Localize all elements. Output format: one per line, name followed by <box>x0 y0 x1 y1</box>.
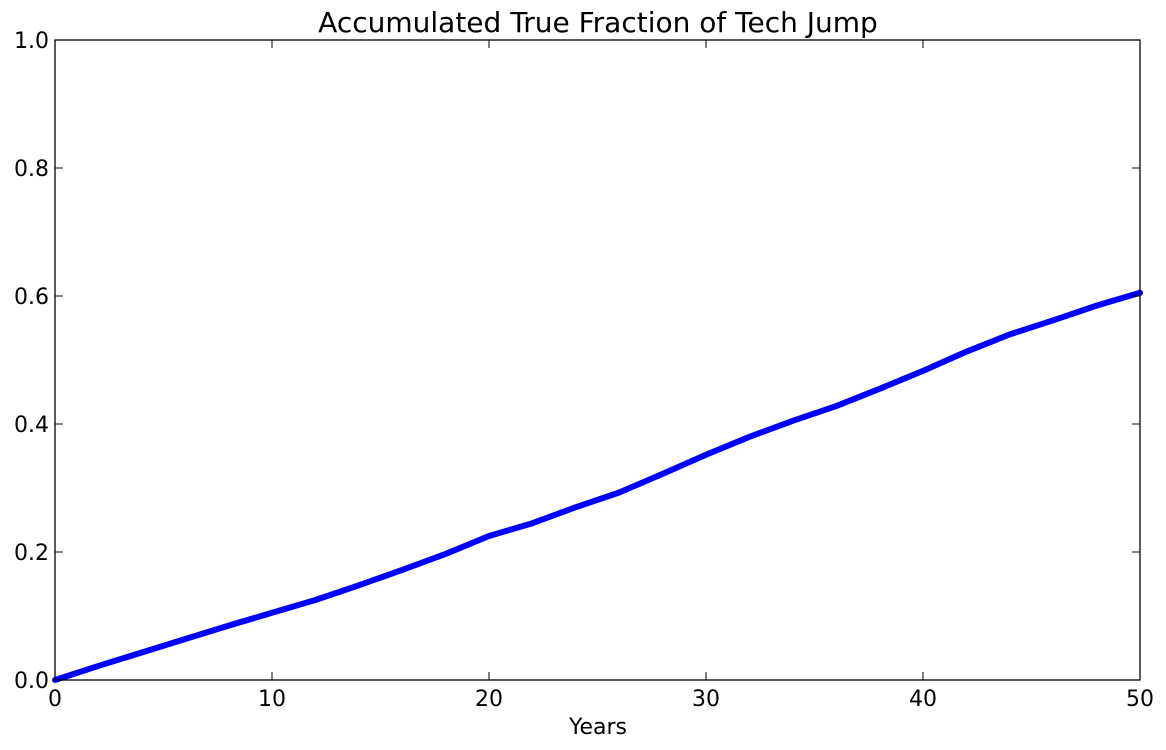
y-tick-label: 1.0 <box>14 29 49 54</box>
x-axis-label: Years <box>568 715 627 740</box>
x-tick-label: 10 <box>258 687 286 712</box>
x-tick-label: 40 <box>909 687 937 712</box>
x-tick-label: 20 <box>475 687 503 712</box>
chart-title: Accumulated True Fraction of Tech Jump <box>318 6 878 39</box>
x-tick-label: 30 <box>692 687 720 712</box>
y-tick-label: 0.2 <box>14 541 49 566</box>
y-tick-label: 0.4 <box>14 413 49 438</box>
y-tick-label: 0.0 <box>14 669 49 694</box>
y-tick-label: 0.8 <box>14 157 49 182</box>
y-tick-label: 0.6 <box>14 285 49 310</box>
x-tick-label: 50 <box>1126 687 1154 712</box>
x-tick-label: 0 <box>48 687 62 712</box>
axes: 0 10 20 30 40 50 0.0 0.2 0.4 0.6 0.8 1.0 <box>14 29 1154 712</box>
series-line-0 <box>52 289 1143 683</box>
plot-frame <box>54 39 1141 681</box>
plot-area <box>52 289 1143 683</box>
